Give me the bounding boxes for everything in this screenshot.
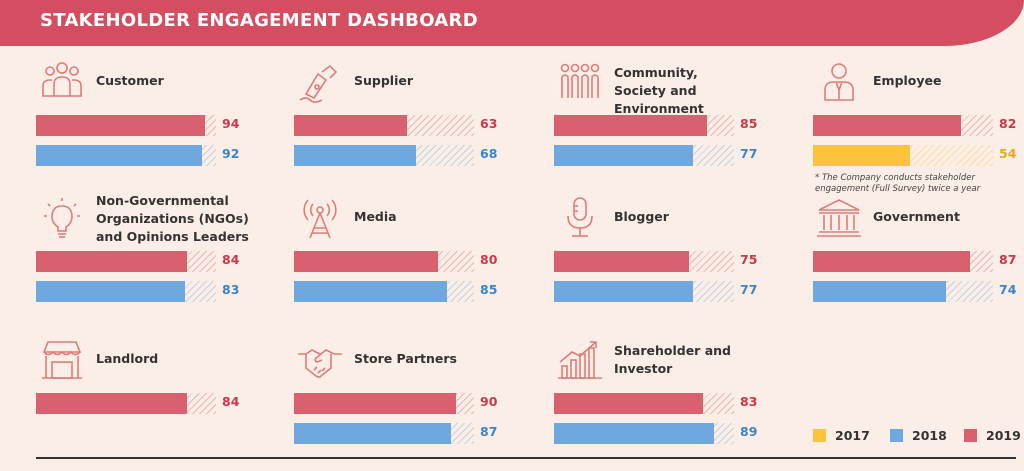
bar-fill-2019 xyxy=(294,393,456,414)
bar-value-label: 90 xyxy=(480,394,498,409)
bar-fill-2018 xyxy=(294,145,417,166)
bar-value-label: 80 xyxy=(480,252,498,267)
broadcast-tower-icon xyxy=(296,196,344,240)
bar-fill-2019 xyxy=(36,251,188,272)
bar-value-label: 85 xyxy=(480,282,498,297)
stakeholder-label: Shareholder and Investor xyxy=(614,343,731,376)
bar-value-label: 77 xyxy=(740,146,758,161)
bar-fill-2019 xyxy=(36,115,206,136)
bottom-divider xyxy=(36,457,1016,459)
page-title: STAKEHOLDER ENGAGEMENT DASHBOARD xyxy=(40,10,478,31)
legend-swatch xyxy=(890,429,903,442)
legend-label: 2018 xyxy=(912,428,947,443)
stakeholder-label: Media xyxy=(354,209,397,224)
microphone-icon xyxy=(556,196,604,240)
bar-fill-2019 xyxy=(554,115,707,136)
legend-swatch xyxy=(964,429,977,442)
bar-fill-2019 xyxy=(294,115,408,136)
stakeholder-label: Blogger xyxy=(614,209,669,224)
bar-fill-2019 xyxy=(36,393,188,414)
people-group-icon xyxy=(38,60,86,104)
lightbulb-icon xyxy=(38,196,86,240)
bar-value-label: 68 xyxy=(480,146,498,161)
bar-fill-2019 xyxy=(554,393,704,414)
bar-value-label: 75 xyxy=(740,252,758,267)
header-banner: STAKEHOLDER ENGAGEMENT DASHBOARD xyxy=(0,0,1024,46)
bar-value-label: 74 xyxy=(999,282,1017,297)
bar-value-label: 87 xyxy=(999,252,1017,267)
bar-value-label: 89 xyxy=(740,424,758,439)
employee-footnote: * The Company conducts stakeholder engag… xyxy=(815,173,981,194)
legend-label: 2019 xyxy=(986,428,1021,443)
bar-value-label: 85 xyxy=(740,116,758,131)
bar-fill-2018 xyxy=(554,281,693,302)
stakeholder-label: Supplier xyxy=(354,73,414,88)
legend-swatch xyxy=(813,429,826,442)
bar-fill-2018 xyxy=(294,281,447,302)
bar-value-label: 83 xyxy=(740,394,758,409)
stakeholder-label: Community, Society and Environment xyxy=(614,65,704,116)
bar-value-label: 83 xyxy=(222,282,240,297)
growth-chart-icon xyxy=(556,338,604,382)
storefront-icon xyxy=(38,338,86,382)
legend-label: 2017 xyxy=(835,428,870,443)
stakeholder-label: Customer xyxy=(96,73,164,88)
bar-value-label: 94 xyxy=(222,116,240,131)
bar-fill-2018 xyxy=(813,281,947,302)
government-building-icon xyxy=(815,196,863,240)
bar-value-label: 54 xyxy=(999,146,1017,161)
stakeholder-label: Non-Governmental Organizations (NGOs) an… xyxy=(96,193,249,244)
stakeholder-label: Store Partners xyxy=(354,351,457,366)
bar-fill-2017 xyxy=(813,145,911,166)
bar-value-label: 92 xyxy=(222,146,240,161)
stakeholder-label: Landlord xyxy=(96,351,159,366)
bar-value-label: 87 xyxy=(480,424,498,439)
bar-fill-2019 xyxy=(294,251,438,272)
employee-icon xyxy=(815,60,863,104)
bar-fill-2018 xyxy=(36,281,186,302)
pen-nib-icon xyxy=(296,60,344,104)
bar-fill-2019 xyxy=(554,251,689,272)
bar-value-label: 63 xyxy=(480,116,498,131)
bar-value-label: 77 xyxy=(740,282,758,297)
bar-value-label: 84 xyxy=(222,394,240,409)
bar-fill-2019 xyxy=(813,115,961,136)
handshake-icon xyxy=(296,338,344,382)
bar-fill-2018 xyxy=(36,145,202,166)
stakeholder-label: Government xyxy=(873,209,960,224)
bar-fill-2019 xyxy=(813,251,970,272)
bar-fill-2018 xyxy=(294,423,451,444)
bar-value-label: 82 xyxy=(999,116,1017,131)
bar-fill-2018 xyxy=(554,423,715,444)
bar-fill-2018 xyxy=(554,145,693,166)
community-icon xyxy=(556,60,604,104)
stakeholder-label: Employee xyxy=(873,73,942,88)
bar-value-label: 84 xyxy=(222,252,240,267)
